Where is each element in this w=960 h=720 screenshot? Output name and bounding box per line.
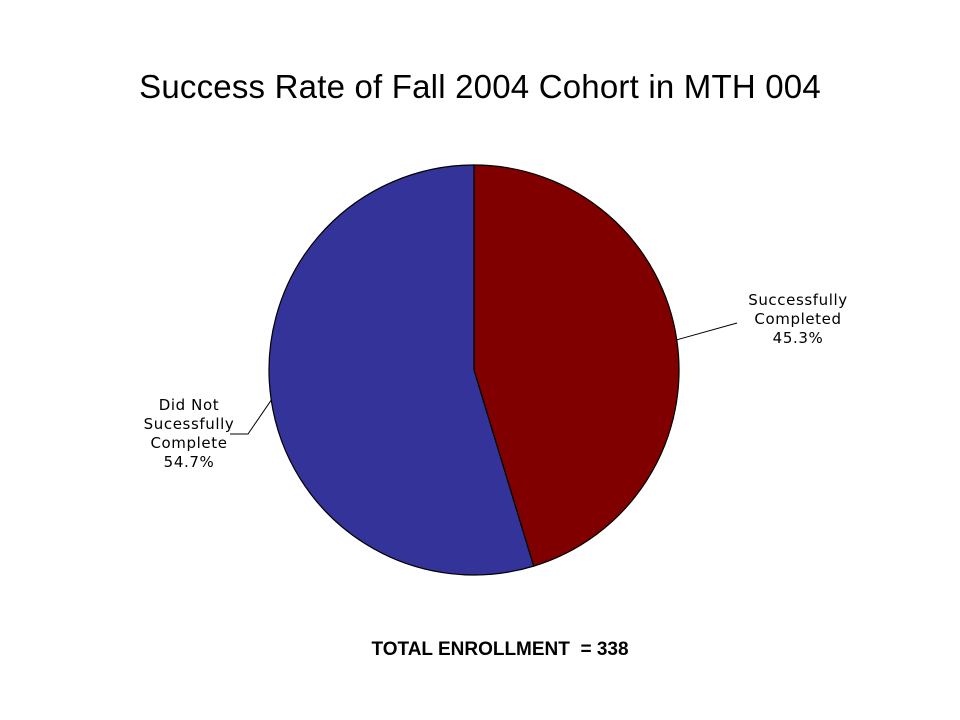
slice-label-line: Sucessfully (143, 415, 235, 433)
slice-value-label: 45.3% (772, 329, 824, 347)
slice-label-line: Complete (150, 434, 228, 452)
leader-line (676, 322, 738, 341)
total-enrollment-note: TOTAL ENROLLMENT = 338 (371, 639, 629, 660)
chart-title: Success Rate of Fall 2004 Cohort in MTH … (139, 68, 821, 105)
leader-line (230, 399, 272, 435)
slice-label-line: Successfully (748, 291, 848, 309)
slice-label-did-not-complete: Did Not Sucessfully Complete 54.7% (124, 396, 254, 472)
pie-slice (268, 164, 535, 576)
slice-label-line: Did Not (158, 396, 220, 414)
slice-label-line: Completed (754, 310, 842, 328)
slice-value-label: 54.7% (163, 453, 215, 471)
pie-slice (473, 164, 680, 567)
slice-label-successfully-completed: Successfully Completed 45.3% (738, 291, 858, 348)
